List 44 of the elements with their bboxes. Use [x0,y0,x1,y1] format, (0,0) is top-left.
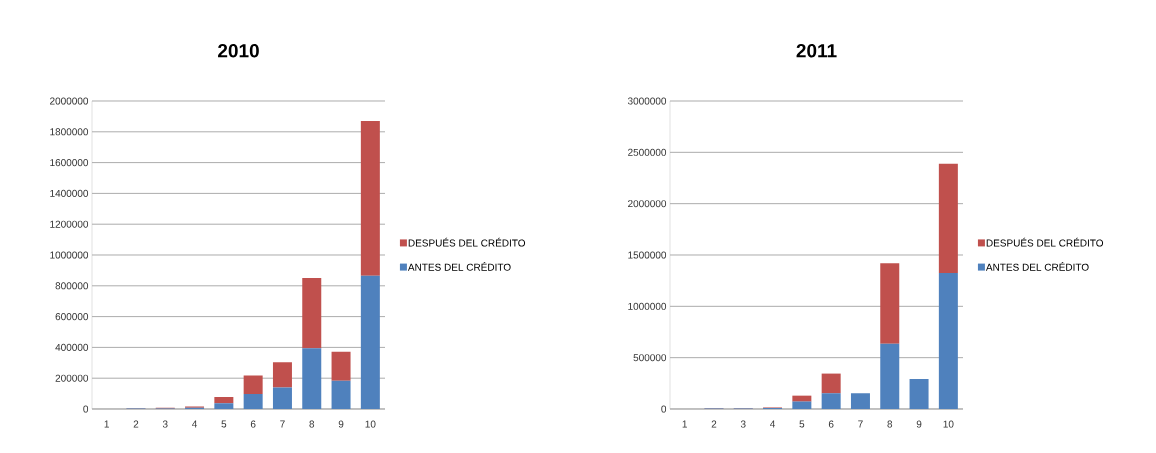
x-tick-label: 5 [799,420,805,428]
y-tick-label: 0 [83,405,89,413]
y-tick-label: 1000000 [628,302,667,310]
y-tick-label: 800000 [55,282,89,290]
y-tick-label: 1200000 [50,220,89,228]
legend-label: ANTES DEL CRÉDITO [407,262,511,271]
y-tick-label: 600000 [55,313,89,321]
x-tick-label: 6 [828,420,834,428]
x-tick-label: 5 [221,420,227,428]
chart-title: 2011 [796,44,837,58]
y-tick-label: 2000000 [628,200,667,208]
x-tick-label: 4 [770,420,776,428]
y-tick-label: 3000000 [627,97,667,105]
x-tick-label: 10 [365,420,376,428]
y-tick-label: 0 [661,405,667,413]
y-tick-label: 500000 [633,354,667,362]
x-tick-label: 9 [338,420,344,428]
x-tick-label: 6 [250,420,256,428]
y-tick-label: 1500000 [628,251,667,259]
x-tick-label: 8 [887,420,893,428]
x-tick-label: 3 [740,420,746,428]
x-tick-label: 2 [133,420,139,428]
y-tick-label: 1800000 [50,128,89,136]
y-tick-label: 2500000 [628,148,667,156]
x-tick-label: 2 [711,420,717,428]
x-tick-label: 10 [943,420,954,428]
x-tick-label: 7 [858,420,863,428]
legend-label: DESPUÉS DEL CRÉDITO [986,237,1104,247]
x-tick-label: 4 [192,420,198,428]
x-tick-label: 1 [682,420,687,428]
y-tick-label: 200000 [55,374,89,382]
y-tick-label: 1600000 [50,159,89,167]
y-tick-label: 2000000 [50,97,89,105]
x-tick-label: 9 [916,420,922,428]
y-tick-label: 1400000 [50,189,89,197]
x-tick-label: 3 [162,420,168,428]
legend-label: DESPUÉS DEL CRÉDITO [408,237,526,247]
y-tick-label: 1000000 [50,251,89,259]
legend-label: ANTES DEL CRÉDITO [985,262,1089,271]
chart-title: 2010 [218,44,259,58]
x-tick-label: 7 [280,420,285,428]
x-tick-label: 8 [309,420,315,428]
x-tick-label: 1 [104,420,109,428]
y-tick-label: 400000 [55,343,89,351]
